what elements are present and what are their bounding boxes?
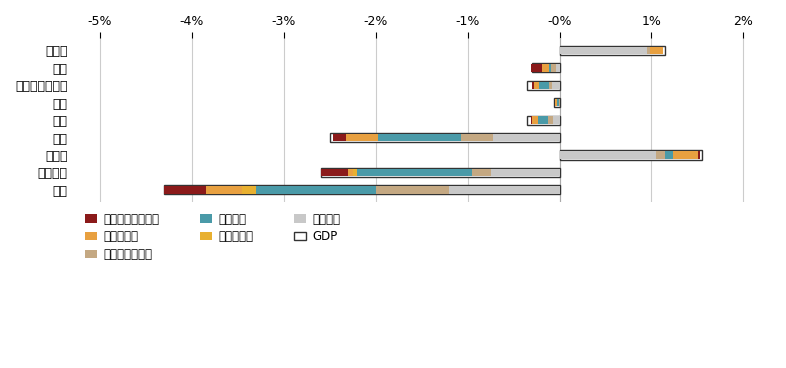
Bar [321,168,560,177]
Bar [549,82,553,89]
Bar [559,99,560,106]
Bar [699,151,700,159]
Bar [656,151,665,159]
Bar [556,64,560,71]
Bar [560,47,647,54]
Bar [556,99,559,106]
Bar [206,186,242,194]
Bar [549,64,551,71]
Bar [532,82,534,89]
Bar [555,99,556,106]
Bar [527,81,560,90]
Bar [647,47,650,54]
Bar [560,151,656,159]
Bar [379,134,461,141]
Bar [242,186,256,194]
Bar [353,169,358,176]
Bar [450,186,560,194]
Bar [673,151,699,159]
Bar [490,169,560,176]
Bar [554,98,560,107]
Legend: 农业、渔业、林业, 能源及开采, 能源密集型工业, 其他行业, 交通和建筑, 其他服务, GDP: 农业、渔业、林业, 能源及开采, 能源密集型工业, 其他行业, 交通和建筑, 其… [85,213,340,261]
Bar [534,82,539,89]
Bar [665,151,673,159]
Bar [358,169,472,176]
Bar [256,186,376,194]
Bar [461,134,494,141]
Bar [531,64,542,71]
Bar [560,151,702,160]
Bar [548,116,553,124]
Bar [542,64,549,71]
Bar [164,186,206,194]
Bar [494,134,560,141]
Bar [332,134,347,141]
Bar [321,169,348,176]
Bar [551,64,556,71]
Bar [532,116,538,124]
Bar [553,116,560,124]
Bar [560,46,665,55]
Bar [472,169,490,176]
Bar [650,47,663,54]
Bar [164,185,560,194]
Bar [539,82,549,89]
Bar [348,169,353,176]
Bar [532,63,560,72]
Bar [538,116,548,124]
Bar [531,116,532,124]
Bar [376,186,450,194]
Bar [553,82,560,89]
Bar [347,134,379,141]
Bar [330,133,560,142]
Bar [527,116,560,125]
